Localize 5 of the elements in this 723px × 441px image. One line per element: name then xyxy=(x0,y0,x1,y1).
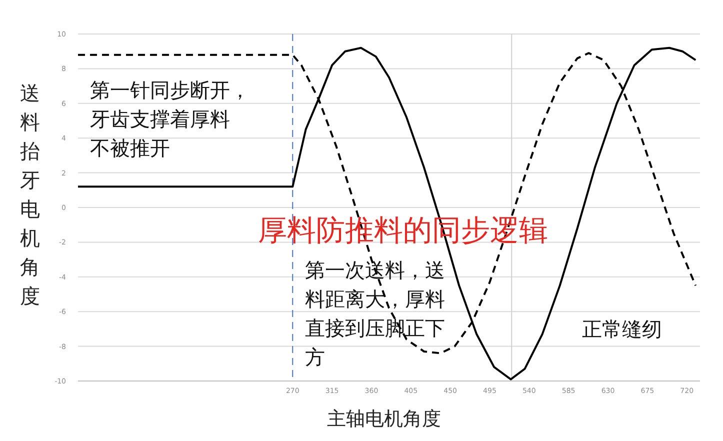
annotation: 正常缝纫 xyxy=(582,317,662,341)
annotation: 第一次送料，送料距离大，厚料直接到压脚正下方 xyxy=(305,258,445,369)
x-axis-title: 主轴电机角度 xyxy=(327,408,441,430)
annotation: 第一针同步断开，牙齿支撑着厚料不被推开 xyxy=(90,78,250,160)
y-axis-title: 送料抬牙电机角度 xyxy=(20,81,40,308)
